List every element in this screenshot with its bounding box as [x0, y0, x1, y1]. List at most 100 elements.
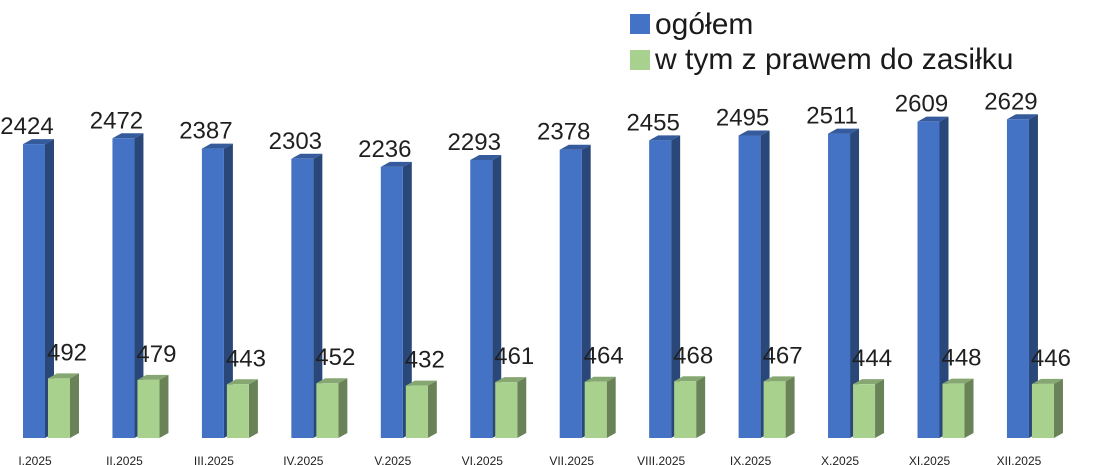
- data-label-zasilek-xii-2025: 446: [1031, 345, 1071, 372]
- bar-ogolem-vii-2025-front: [559, 149, 582, 438]
- bar-ogolem-ix-2025-top: [738, 130, 770, 136]
- bar-ogolem-iii-2025-front: [201, 148, 224, 439]
- bar-ogolem-xi-2025-top: [917, 116, 949, 122]
- data-labels-layer: 2424 492 2472 479 2387 443 2303 452 2236 432 2293 4…: [0, 88, 1071, 373]
- bar-ogolem-xi-2025-side: [939, 116, 949, 438]
- data-label-zasilek-vi-2025: 461: [494, 343, 534, 370]
- bar-zasilek-xi-2025-side: [964, 378, 974, 438]
- bar-zasilek-xii-2025: [1031, 378, 1063, 438]
- bar-zasilek-viii-2025-front: [674, 381, 697, 438]
- bar-zasilek-v-2025-front: [405, 385, 428, 438]
- bar-zasilek-x-2025-top: [853, 379, 885, 385]
- data-label-ogolem-v-2025: 2236: [358, 136, 411, 163]
- legend-swatch-z-prawem-do-zasilku: [630, 50, 650, 70]
- data-label-zasilek-iv-2025: 452: [315, 344, 355, 371]
- bar-zasilek-vii-2025-top: [584, 376, 616, 382]
- data-label-zasilek-ii-2025: 479: [136, 341, 176, 368]
- bar-zasilek-ix-2025-front: [763, 381, 786, 438]
- bar-ogolem-iv-2025-side: [313, 153, 323, 438]
- bar-zasilek-ii-2025-top: [137, 374, 169, 380]
- data-label-zasilek-i-2025: 492: [47, 339, 87, 366]
- legend: ogółem w tym z prawem do zasiłku: [630, 8, 1013, 76]
- bar-zasilek-xii-2025-top: [1031, 378, 1063, 384]
- bar-zasilek-vi-2025-top: [495, 377, 527, 383]
- bar-ogolem-iv-2025-front: [291, 158, 314, 438]
- data-label-zasilek-x-2025: 444: [852, 345, 892, 372]
- bar-ogolem-x-2025-front: [828, 133, 851, 439]
- x-tick-viii-2025: VIII.2025: [637, 454, 685, 465]
- bar-zasilek-vi-2025-side: [517, 377, 527, 438]
- bar-ogolem-ii-2025-front: [112, 138, 135, 438]
- bar-ogolem-i-2025-front: [23, 144, 45, 438]
- x-tick-i-2025: I.2025: [18, 454, 52, 465]
- legend-swatch-ogolem: [630, 14, 650, 34]
- bar-zasilek-iv-2025-front: [316, 383, 339, 438]
- bar-ogolem-ix-2025: [738, 130, 770, 438]
- bar-ogolem-ix-2025-side: [760, 130, 770, 438]
- bar-ogolem-x-2025-top: [828, 128, 860, 134]
- x-tick-vii-2025: VII.2025: [549, 454, 594, 465]
- bar-zasilek-vi-2025: [495, 377, 527, 438]
- bar-ogolem-i-2025-top: [23, 139, 54, 145]
- bar-ogolem-vii-2025: [559, 144, 591, 438]
- bar-ogolem-vi-2025-side: [492, 154, 502, 438]
- data-label-ogolem-iii-2025: 2387: [179, 118, 232, 145]
- x-tick-xi-2025: XI.2025: [909, 454, 951, 465]
- bar-ogolem-xi-2025-front: [917, 121, 940, 438]
- bar-zasilek-i-2025-side: [70, 373, 79, 438]
- bar-ogolem-v-2025-top: [380, 161, 412, 167]
- data-label-zasilek-iii-2025: 443: [226, 345, 266, 372]
- x-tick-xii-2025: XII.2025: [997, 454, 1042, 465]
- x-tick-x-2025: X.2025: [821, 454, 859, 465]
- bar-ogolem-viii-2025: [649, 135, 681, 438]
- bar-ogolem-iii-2025-top: [201, 143, 233, 149]
- bar-zasilek-x-2025-front: [853, 384, 876, 438]
- bar-ogolem-iv-2025: [291, 153, 323, 438]
- bar-ogolem-iii-2025-side: [223, 143, 233, 439]
- bar-ogolem-vii-2025-top: [559, 144, 591, 150]
- x-tick-iii-2025: III.2025: [194, 454, 234, 465]
- bar-zasilek-vi-2025-front: [495, 382, 518, 438]
- bar-zasilek-i-2025-front: [48, 378, 70, 438]
- bar-zasilek-v-2025-top: [405, 380, 437, 386]
- x-tick-v-2025: V.2025: [374, 454, 411, 465]
- bar-ogolem-xii-2025: [1006, 114, 1038, 438]
- bar-zasilek-vii-2025-side: [606, 376, 616, 438]
- data-label-ogolem-vii-2025: 2378: [537, 119, 590, 146]
- bar-zasilek-xi-2025-front: [942, 383, 965, 438]
- bar-ogolem-viii-2025-side: [671, 135, 681, 438]
- bar-zasilek-i-2025: [48, 373, 79, 438]
- bar-ogolem-ix-2025-front: [738, 135, 761, 438]
- bar-zasilek-x-2025: [853, 379, 885, 438]
- x-tick-vi-2025: VI.2025: [462, 454, 504, 465]
- bar-zasilek-i-2025-top: [48, 373, 79, 379]
- bar-zasilek-iii-2025-top: [226, 379, 258, 385]
- data-label-ogolem-vi-2025: 2293: [448, 129, 501, 156]
- bar-ogolem-ii-2025: [112, 133, 144, 438]
- bar-ogolem-viii-2025-front: [649, 140, 672, 438]
- x-axis-ticks: I.2025 II.2025 III.2025 IV.2025 V.2025 VI.202…: [18, 454, 1041, 465]
- bar-ogolem-ii-2025-top: [112, 133, 144, 139]
- bar-zasilek-viii-2025-side: [696, 376, 706, 438]
- bar-zasilek-xii-2025-side: [1053, 378, 1063, 438]
- bar-zasilek-v-2025: [405, 380, 437, 438]
- bar-ogolem-v-2025-front: [380, 166, 403, 439]
- bar-zasilek-ii-2025-front: [137, 379, 160, 438]
- bar-ogolem-ii-2025-side: [134, 133, 144, 438]
- bar-zasilek-ii-2025: [137, 374, 169, 438]
- bar-ogolem-x-2025-side: [850, 128, 860, 439]
- data-label-zasilek-vii-2025: 464: [584, 343, 624, 370]
- data-label-ogolem-x-2025: 2511: [806, 103, 858, 130]
- x-tick-iv-2025: IV.2025: [283, 454, 324, 465]
- legend-label-z-prawem-do-zasilku: w tym z prawem do zasiłku: [654, 43, 1013, 76]
- bar-ogolem-xi-2025: [917, 116, 949, 438]
- bar-zasilek-v-2025-side: [427, 380, 437, 438]
- data-label-zasilek-ix-2025: 467: [763, 342, 803, 369]
- bar-ogolem-viii-2025-top: [649, 135, 681, 141]
- data-label-zasilek-viii-2025: 468: [673, 342, 713, 369]
- data-label-ogolem-iv-2025: 2303: [269, 128, 322, 155]
- bar-zasilek-viii-2025-top: [674, 376, 706, 382]
- bar-zasilek-ix-2025-side: [785, 376, 795, 438]
